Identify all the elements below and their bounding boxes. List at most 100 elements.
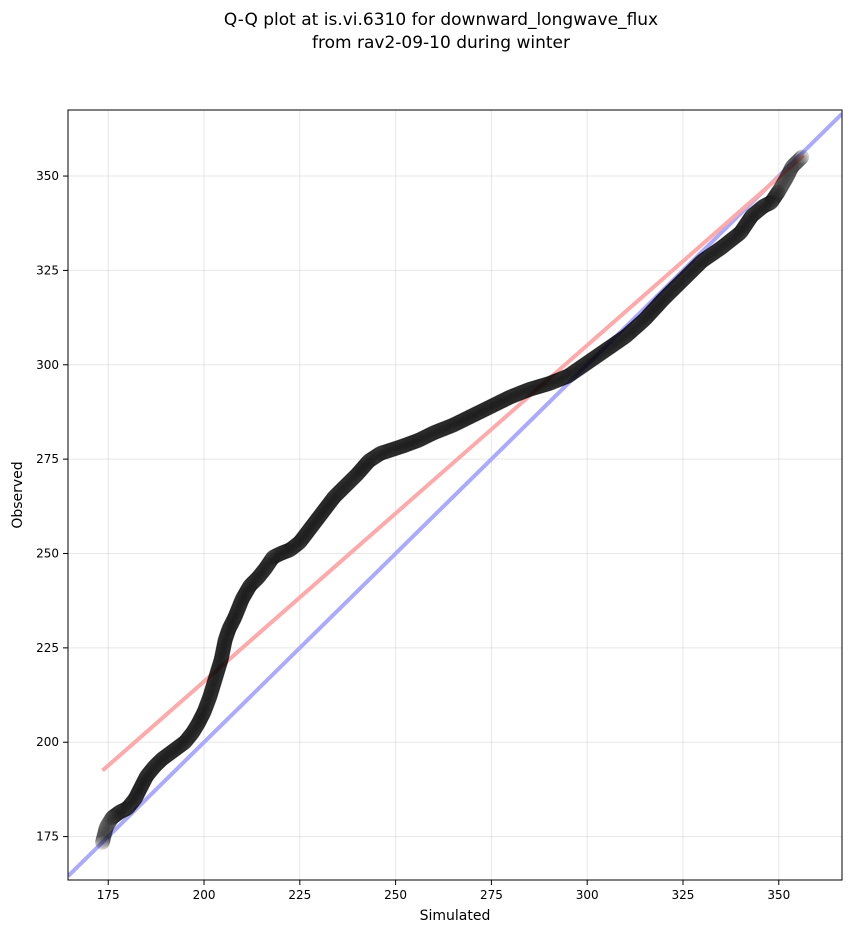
data-point — [779, 169, 795, 185]
data-point — [696, 252, 712, 268]
data-point — [770, 184, 786, 200]
data-point — [348, 468, 364, 484]
data-point — [359, 455, 375, 471]
data-point — [526, 380, 542, 396]
data-point — [321, 495, 337, 511]
data-point — [581, 354, 597, 370]
data-point — [265, 549, 281, 565]
data-point — [465, 407, 481, 423]
data-point — [336, 479, 352, 495]
data-point — [467, 406, 483, 422]
data-point — [401, 436, 417, 452]
data-point — [163, 744, 179, 760]
data-point — [678, 268, 694, 284]
data-point — [241, 579, 257, 595]
data-point — [168, 741, 184, 757]
data-point — [145, 761, 161, 777]
data-point — [665, 281, 681, 297]
data-point — [642, 305, 658, 321]
data-point — [263, 552, 279, 568]
data-point — [612, 332, 628, 348]
data-point — [147, 758, 163, 774]
data-point — [719, 235, 735, 251]
data-point — [142, 764, 158, 780]
data-point — [632, 316, 648, 332]
data-point — [100, 817, 116, 833]
data-point — [394, 438, 410, 454]
data-point — [692, 256, 708, 272]
data-point — [303, 519, 319, 535]
data-point — [475, 402, 491, 418]
data-point — [267, 548, 283, 564]
data-point — [313, 507, 329, 523]
data-point — [195, 706, 211, 722]
data-point — [549, 373, 565, 389]
data-point — [191, 714, 207, 730]
x-axis-label: Simulated — [420, 908, 491, 924]
data-point — [640, 308, 656, 324]
data-point — [556, 370, 572, 386]
data-point — [434, 422, 450, 438]
data-point — [217, 632, 233, 648]
data-point — [158, 748, 174, 764]
data-point — [291, 535, 307, 551]
data-point — [303, 520, 319, 536]
data-point — [226, 611, 242, 627]
data-point — [161, 746, 177, 762]
data-point — [679, 268, 695, 284]
data-point — [358, 456, 374, 472]
data-point — [777, 173, 793, 189]
data-point — [338, 478, 354, 494]
data-point — [372, 445, 388, 461]
data-point — [204, 682, 220, 698]
data-point — [777, 172, 793, 188]
data-point — [250, 569, 266, 585]
data-point — [225, 614, 241, 630]
data-point — [416, 430, 432, 446]
data-point — [407, 433, 423, 449]
data-point — [273, 546, 289, 562]
data-point — [700, 249, 716, 265]
data-point — [213, 654, 229, 670]
data-point — [508, 387, 524, 403]
data-point — [280, 543, 296, 559]
data-point — [299, 525, 315, 541]
data-point — [716, 238, 732, 254]
data-point — [268, 548, 284, 564]
data-point — [487, 397, 503, 413]
data-point — [150, 755, 166, 771]
data-point — [369, 448, 385, 464]
data-point — [504, 388, 520, 404]
data-point — [457, 411, 473, 427]
data-point — [491, 395, 507, 411]
data-point — [254, 564, 270, 580]
data-point — [672, 274, 688, 290]
data-point — [490, 395, 506, 411]
data-point — [316, 503, 332, 519]
data-point — [391, 439, 407, 455]
data-point — [160, 747, 176, 763]
data-point — [737, 218, 753, 234]
data-point — [741, 213, 757, 229]
data-point — [462, 409, 478, 425]
data-point — [346, 470, 362, 486]
data-point — [731, 226, 747, 242]
data-point — [249, 571, 265, 587]
data-point — [641, 306, 657, 322]
data-point — [140, 766, 156, 782]
data-point — [228, 607, 244, 623]
data-point — [435, 421, 451, 437]
data-point — [205, 678, 221, 694]
data-point — [741, 212, 757, 228]
data-point — [236, 589, 252, 605]
data-point — [395, 438, 411, 454]
data-point — [781, 166, 797, 182]
data-point — [205, 680, 221, 695]
data-point — [119, 800, 135, 816]
data-point — [732, 225, 748, 241]
data-point — [432, 423, 448, 439]
data-point — [477, 401, 493, 417]
data-point — [131, 783, 147, 799]
data-point — [286, 539, 302, 555]
data-point — [519, 382, 535, 398]
